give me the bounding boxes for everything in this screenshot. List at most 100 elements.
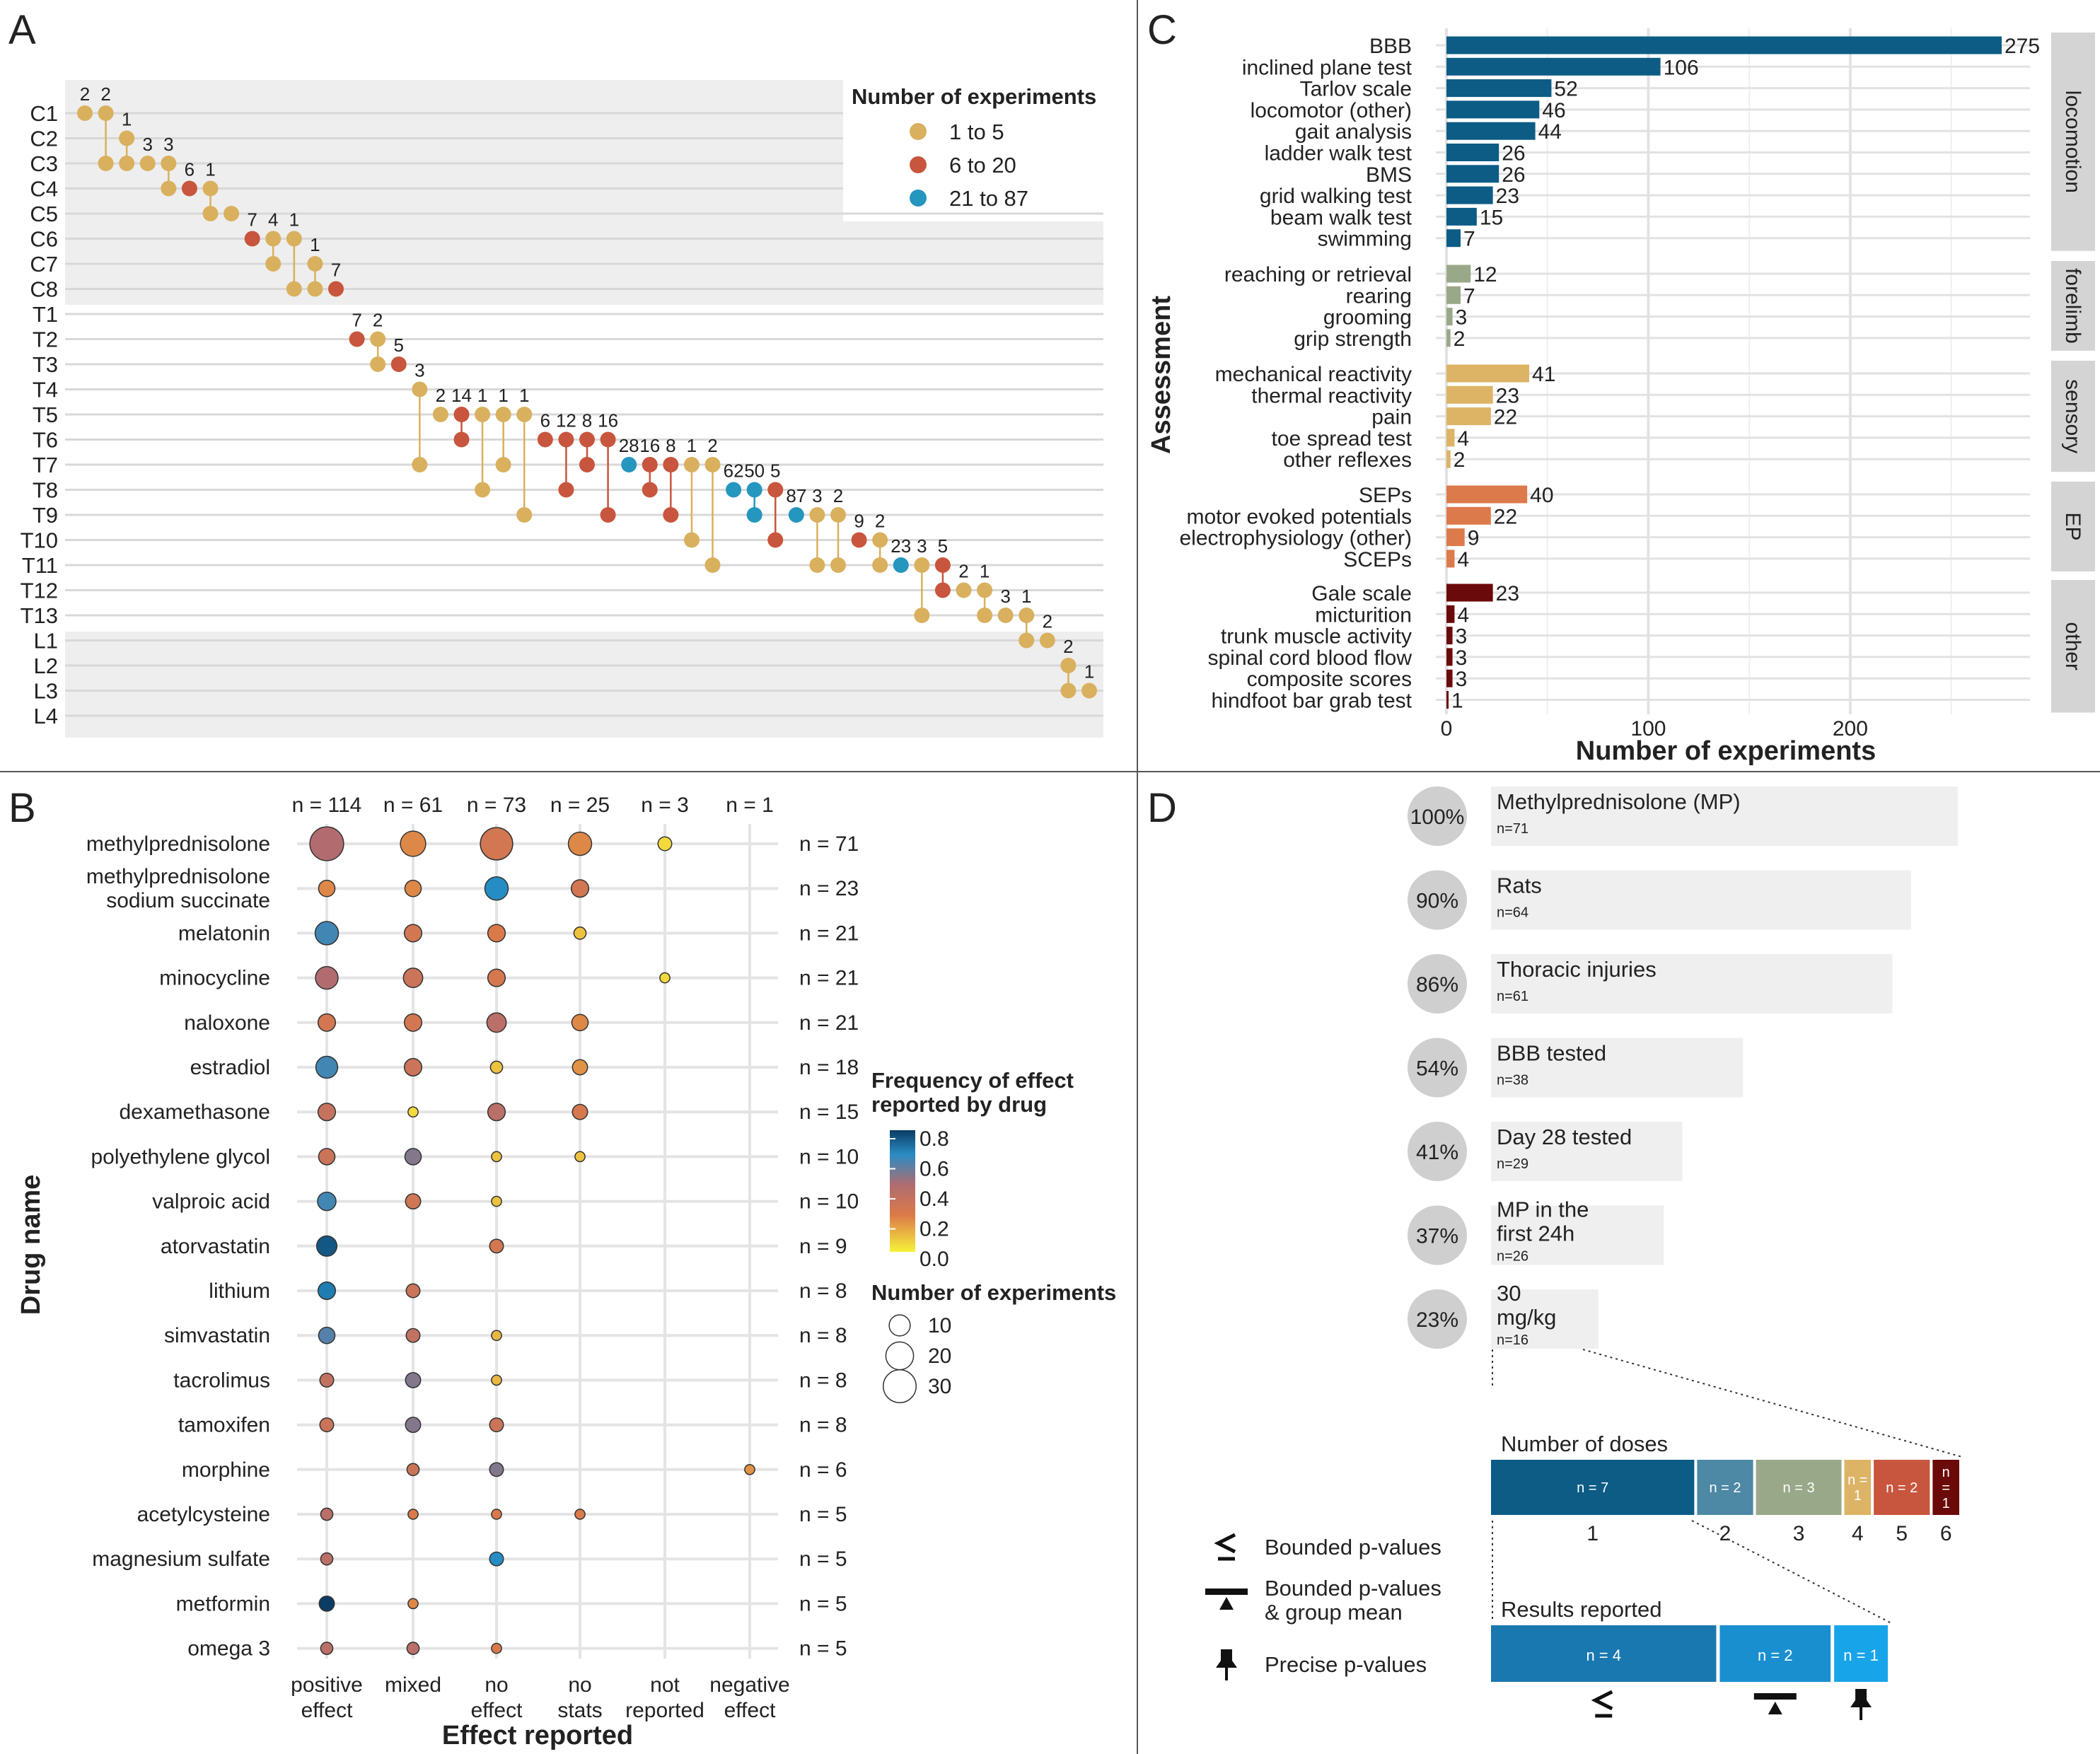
text-line: grip strength — [1294, 327, 1412, 351]
effect-bubble — [484, 876, 509, 901]
effect-bubble — [405, 1328, 421, 1343]
text-line: n = 5 — [799, 1503, 847, 1526]
text-line: C7 — [30, 252, 58, 277]
text-line: estradiol — [190, 1056, 270, 1079]
dose-segment-label: n = 2 — [1709, 1480, 1741, 1496]
y-axis-title: Assessment — [1147, 296, 1176, 454]
count-label: 1 — [1021, 586, 1031, 607]
experiment-point — [161, 156, 177, 171]
experiment-point — [307, 281, 323, 297]
funnel-title: BBB tested — [1497, 1041, 1606, 1066]
text-line: 54% — [1416, 1057, 1458, 1081]
effect-bubble — [571, 1014, 589, 1032]
effect-bubble — [320, 1552, 334, 1566]
text-line: 275 — [2005, 35, 2040, 58]
colorbar-label: 0.2 — [920, 1218, 949, 1241]
assessment-bar — [1446, 605, 1455, 623]
assessment-bar — [1446, 165, 1499, 183]
text-line: 2 — [1454, 448, 1466, 472]
pin-icon — [1216, 1649, 1237, 1668]
text-line: 23 — [891, 535, 911, 557]
level-label: C1 — [30, 101, 58, 126]
bar-value: 22 — [1494, 505, 1517, 528]
count-label: 2 — [1043, 611, 1052, 632]
text-line: BMS — [1366, 163, 1412, 187]
effect-bubble — [402, 968, 424, 989]
text-line: mg/kg — [1497, 1305, 1556, 1330]
text-line: T12 — [21, 579, 58, 603]
text-line: 1 — [687, 435, 697, 456]
funnel-n: n=64 — [1497, 905, 1528, 921]
column-n: n = 73 — [467, 794, 526, 817]
dose-segment — [1697, 1460, 1753, 1515]
text-line: D — [1147, 785, 1177, 831]
experiment-point — [956, 582, 972, 598]
text-line: 40 — [1530, 484, 1553, 507]
text-line: 2 — [436, 385, 446, 406]
count-label: 1 — [1084, 661, 1094, 683]
experiment-point — [579, 457, 595, 472]
text-line: Drug name — [16, 1175, 46, 1315]
facet-label: sensory — [2061, 379, 2084, 453]
assessment-label: hindfoot bar grab test — [1211, 690, 1412, 713]
column-n: n = 1 — [726, 794, 774, 817]
experiment-point — [767, 532, 784, 548]
panel-label-d: D — [1147, 785, 1177, 831]
funnel-title: Day 28 tested — [1497, 1125, 1632, 1149]
count-label: 8 — [582, 410, 592, 431]
funnel-bar — [1491, 1122, 1683, 1181]
assessment-bar — [1446, 691, 1449, 709]
text-line: SCEPs — [1343, 548, 1412, 571]
text-line: lithium — [209, 1279, 270, 1303]
level-label: T5 — [33, 402, 58, 427]
x-tick-label: no stats — [557, 1673, 602, 1722]
effect-bubble — [574, 1151, 586, 1163]
row-n: n = 18 — [799, 1056, 859, 1079]
experiment-point — [412, 381, 428, 397]
bar-value: 22 — [1494, 406, 1517, 429]
text-line: 90% — [1416, 890, 1458, 913]
text-line: n = 71 — [799, 832, 859, 856]
x-tick-label: negative effect — [709, 1673, 789, 1722]
text-line: T4 — [33, 378, 58, 402]
effect-bubble — [309, 826, 344, 861]
assessment-label: spinal cord blood flow — [1207, 646, 1412, 670]
effect-bubble — [486, 1012, 507, 1033]
bar-value: 23 — [1496, 384, 1519, 407]
color-legend-title: Frequency of effect reported by drug — [871, 1068, 1074, 1117]
text-line: 2 — [1719, 1522, 1731, 1545]
experiment-point — [432, 407, 448, 422]
percent-circle — [1408, 786, 1467, 846]
experiment-point — [453, 407, 470, 422]
drug-label: polyethylene glycol — [91, 1145, 271, 1168]
text-line: L2 — [34, 654, 58, 678]
text-line: micturition — [1315, 603, 1412, 627]
funnel-n: n=29 — [1497, 1156, 1528, 1172]
funnel-title: Methylprednisolone (MP) — [1497, 789, 1741, 814]
experiment-point — [579, 431, 595, 448]
experiment-point — [475, 407, 491, 422]
assessment-label: beam walk test — [1270, 206, 1412, 229]
effect-bubble — [487, 924, 506, 943]
count-label: 7 — [352, 310, 361, 331]
count-label: 1 — [498, 385, 508, 406]
level-label: C8 — [30, 277, 58, 302]
text-line: 4 — [268, 209, 278, 231]
experiment-point — [307, 256, 323, 272]
text-line: C8 — [30, 277, 58, 302]
bar-value: 44 — [1538, 120, 1562, 144]
text-line: 1 — [498, 385, 508, 406]
bar-value: 7 — [1463, 284, 1475, 308]
experiment-point — [767, 482, 784, 498]
x-axis-title: Effect reported — [442, 1721, 633, 1750]
experiment-point — [934, 582, 951, 598]
text-line: Effect reported — [442, 1721, 633, 1750]
text-line: 2 — [80, 83, 90, 105]
size-legend-label: 10 — [928, 1314, 951, 1337]
count-label: 1 — [980, 561, 990, 582]
text-line: 1 — [477, 385, 487, 406]
assessment-label: Gale scale — [1311, 582, 1412, 605]
count-label: 2 — [707, 435, 717, 456]
dose-segment — [1874, 1460, 1930, 1515]
text-line: 52 — [1554, 78, 1577, 101]
